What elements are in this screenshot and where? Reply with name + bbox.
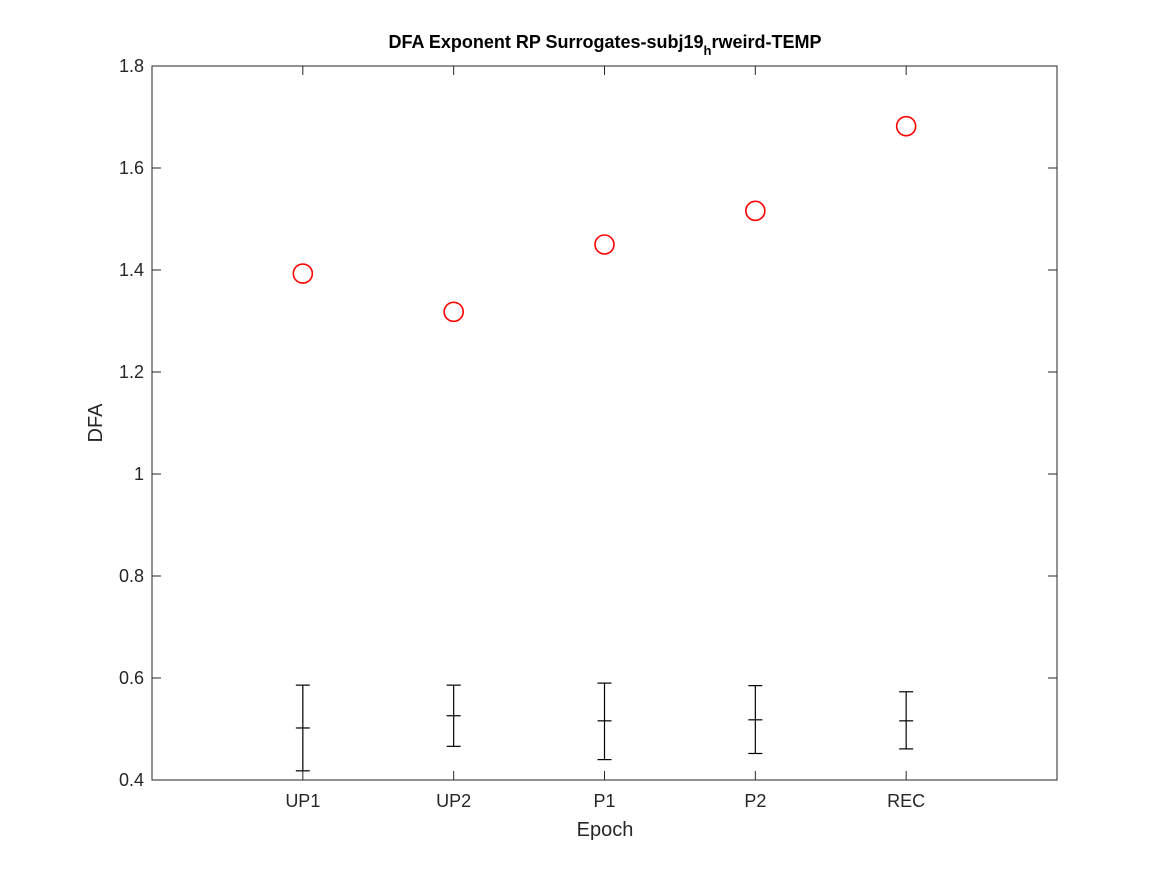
x-tick-label: P1 [593,791,615,811]
plot-area [151,65,1058,781]
error-bar [748,685,763,755]
y-tick-label: 1.4 [119,260,144,280]
x-tick-label: UP1 [285,791,320,811]
data-point-circle [292,263,314,284]
error-bar [597,682,612,761]
y-tick-label: 1.6 [119,158,144,178]
y-tick-label: 0.8 [119,566,144,586]
chart-title-main: DFA Exponent RP Surrogates-subj19 [388,32,703,52]
x-tick-label: UP2 [436,791,471,811]
error-bar [295,684,310,772]
chart-title: DFA Exponent RP Surrogates-subj19hrweird… [388,32,821,58]
data-point-circle [745,200,766,222]
data-point-circle [594,234,615,255]
x-axis-label: Epoch [577,819,634,841]
y-tick-label: 1.2 [119,362,144,382]
y-tick-label: 1.8 [119,56,144,76]
y-axis-label: DFA [85,403,107,443]
y-tick-label: 0.4 [119,770,144,790]
data-point-circle [443,301,464,323]
x-tick-label: P2 [744,791,766,811]
data-point-circle [895,115,917,137]
y-tick-label: 1 [134,464,144,484]
error-bar [899,691,914,750]
axes-layer: 0.4 0.6 0.8 1 1.2 1.4 1.6 1.8 UP1 UP2 P1 P2 REC [119,56,1057,811]
marks-layer [292,115,917,772]
x-tick-label: REC [887,791,925,811]
chart-title-subscript: h [704,43,712,58]
chart-title-rest: rweird-TEMP [712,32,822,52]
error-bar [446,684,461,747]
y-tick-label: 0.6 [119,668,144,688]
